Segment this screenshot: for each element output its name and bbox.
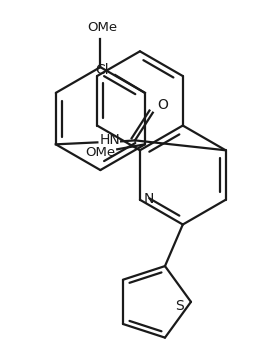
Text: N: N [144,192,154,206]
Text: S: S [175,299,183,313]
Text: Cl: Cl [96,63,109,77]
Text: OMe: OMe [87,21,117,34]
Text: O: O [157,98,168,112]
Text: HN: HN [100,133,121,147]
Text: OMe: OMe [85,146,115,159]
